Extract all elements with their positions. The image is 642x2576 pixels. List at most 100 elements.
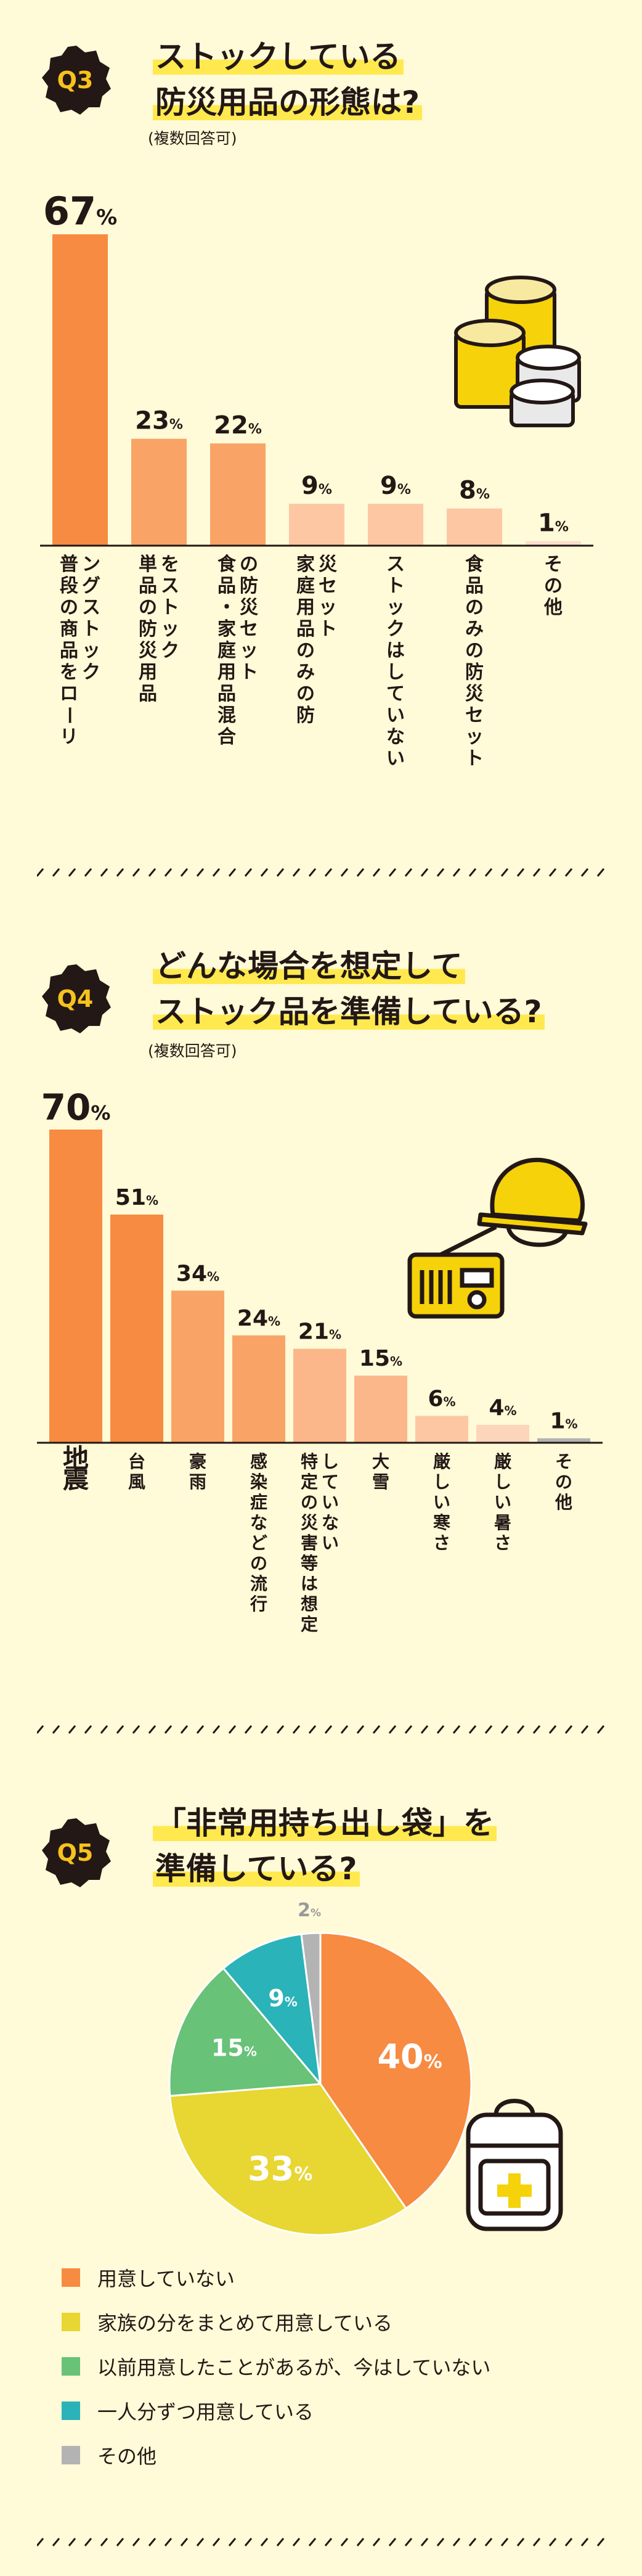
- svg-text:家: 家: [296, 554, 315, 575]
- legend-item-1: 家族の分をまとめて用意している: [62, 2300, 490, 2344]
- category-label-0: 地震: [63, 1443, 89, 1494]
- svg-text:普: 普: [60, 554, 78, 575]
- svg-text:想: 想: [301, 1594, 318, 1614]
- svg-text:な: な: [322, 1512, 339, 1533]
- svg-text:の: の: [60, 597, 78, 618]
- legend-item-2: 以前用意したことがあるが、今はしていない: [62, 2344, 490, 2389]
- svg-text:雪: 雪: [372, 1472, 389, 1492]
- svg-text:特: 特: [301, 1451, 318, 1472]
- svg-text:ッ: ッ: [240, 640, 258, 662]
- legend-label-1: 家族の分をまとめて用意している: [97, 2311, 393, 2335]
- q5-title-line-1: 「非常用持ち出し袋」を: [153, 1805, 497, 1841]
- svg-text:庭: 庭: [217, 640, 236, 662]
- svg-text:さ: さ: [433, 1533, 450, 1553]
- svg-text:雨: 雨: [189, 1472, 206, 1492]
- svg-text:災: 災: [465, 683, 484, 705]
- value-label-3: 9%: [301, 472, 332, 500]
- bar-0: [52, 234, 108, 546]
- svg-text:台: 台: [128, 1451, 145, 1472]
- value-label-1: 51%: [115, 1185, 158, 1210]
- svg-text:み: み: [296, 662, 315, 683]
- legend-swatch-3: [62, 2402, 80, 2420]
- svg-text:い: い: [433, 1492, 450, 1512]
- svg-text:し: し: [494, 1472, 511, 1492]
- q4-title: どんな場合を想定して ストック品を準備している?: [153, 943, 545, 1035]
- svg-text:用: 用: [296, 597, 315, 618]
- svg-text:い: い: [322, 1492, 339, 1512]
- bar-6: [526, 541, 581, 546]
- svg-text:他: 他: [543, 597, 563, 618]
- q4-title-line-2: ストック品を準備している?: [153, 994, 545, 1030]
- svg-text:の: の: [296, 683, 315, 705]
- svg-text:家: 家: [217, 618, 236, 640]
- svg-text:豪: 豪: [189, 1451, 206, 1472]
- q5-section: Q5 「非常用持ち出し袋」を 準備している? 40% 33% 15% 9% 2% 用意し…: [0, 1745, 642, 2559]
- legend-swatch-1: [62, 2313, 80, 2331]
- svg-text:防: 防: [240, 575, 258, 597]
- divider-1: [37, 868, 605, 877]
- svg-text:ッ: ッ: [319, 597, 337, 618]
- svg-text:防: 防: [465, 662, 484, 683]
- svg-text:の: の: [465, 597, 484, 618]
- food-cans-icon: [454, 276, 581, 427]
- q4-section: Q4 どんな場合を想定して ストック品を準備している? (複数回答可) 70% 地…: [0, 888, 642, 1720]
- divider-2: [37, 1725, 605, 1734]
- svg-text:い: い: [386, 748, 405, 769]
- bar-5: [447, 508, 502, 546]
- svg-text:ス: ス: [82, 597, 100, 618]
- svg-text:ど: ど: [250, 1533, 267, 1553]
- svg-text:な: な: [250, 1512, 267, 1533]
- svg-text:品: 品: [217, 683, 236, 705]
- svg-text:厳: 厳: [433, 1451, 451, 1472]
- q5-chart: 40% 33% 15% 9% 2%: [168, 1900, 473, 2236]
- q4-chart: 70%地震51%台風34%豪雨24%感染症などの流行21%特定の災害等は想定して…: [37, 1086, 603, 1635]
- svg-text:セ: セ: [465, 705, 484, 726]
- q3-title-line-2: 防災用品の形態は?: [153, 84, 423, 120]
- bar-7: [476, 1424, 529, 1443]
- svg-text:グ: グ: [82, 575, 100, 597]
- svg-text:災: 災: [240, 597, 259, 618]
- q3-title: ストックしている 防災用品の形態は?: [153, 34, 423, 125]
- pie-label-3: 9%: [268, 1985, 298, 2012]
- category-label-2: 豪雨: [189, 1451, 206, 1492]
- svg-text:害: 害: [301, 1533, 318, 1553]
- svg-text:防: 防: [139, 618, 157, 640]
- legend-swatch-2: [62, 2357, 80, 2376]
- svg-text:の: の: [465, 640, 484, 662]
- category-label-5: 大雪: [372, 1451, 389, 1492]
- category-label-6: その他: [543, 554, 563, 618]
- value-label-6: 1%: [538, 509, 569, 537]
- svg-text:災: 災: [319, 554, 338, 575]
- divider-3: [37, 2538, 605, 2546]
- svg-text:庭: 庭: [296, 575, 315, 597]
- pie-slice-2: [168, 1967, 323, 2098]
- svg-text:食: 食: [217, 554, 237, 575]
- q5-badge-label: Q5: [57, 1839, 94, 1866]
- value-label-1: 23%: [135, 407, 183, 435]
- pie-label-0: 40%: [377, 2037, 442, 2076]
- value-label-4: 21%: [298, 1319, 341, 1345]
- svg-text:用: 用: [139, 662, 157, 683]
- value-label-2: 22%: [214, 411, 262, 440]
- svg-text:厳: 厳: [494, 1451, 512, 1472]
- legend-swatch-4: [62, 2446, 80, 2464]
- svg-text:地: 地: [63, 1443, 89, 1474]
- svg-text:い: い: [322, 1533, 339, 1553]
- legend-label-2: 以前用意したことがあるが、今はしていない: [97, 2356, 491, 2379]
- svg-text:品: 品: [465, 575, 484, 597]
- svg-text:み: み: [465, 618, 484, 640]
- svg-text:品: 品: [296, 618, 315, 640]
- svg-text:品: 品: [217, 575, 236, 597]
- svg-text:ス: ス: [386, 554, 405, 575]
- bar-6: [415, 1416, 468, 1443]
- value-label-0: 67%: [43, 189, 117, 234]
- bar-4: [368, 504, 423, 546]
- value-label-0: 70%: [41, 1086, 111, 1128]
- svg-text:ト: ト: [386, 575, 405, 597]
- radio-icon: [407, 1224, 505, 1319]
- svg-text:を: を: [161, 554, 179, 575]
- svg-text:他: 他: [555, 1492, 572, 1512]
- bar-0: [49, 1130, 102, 1443]
